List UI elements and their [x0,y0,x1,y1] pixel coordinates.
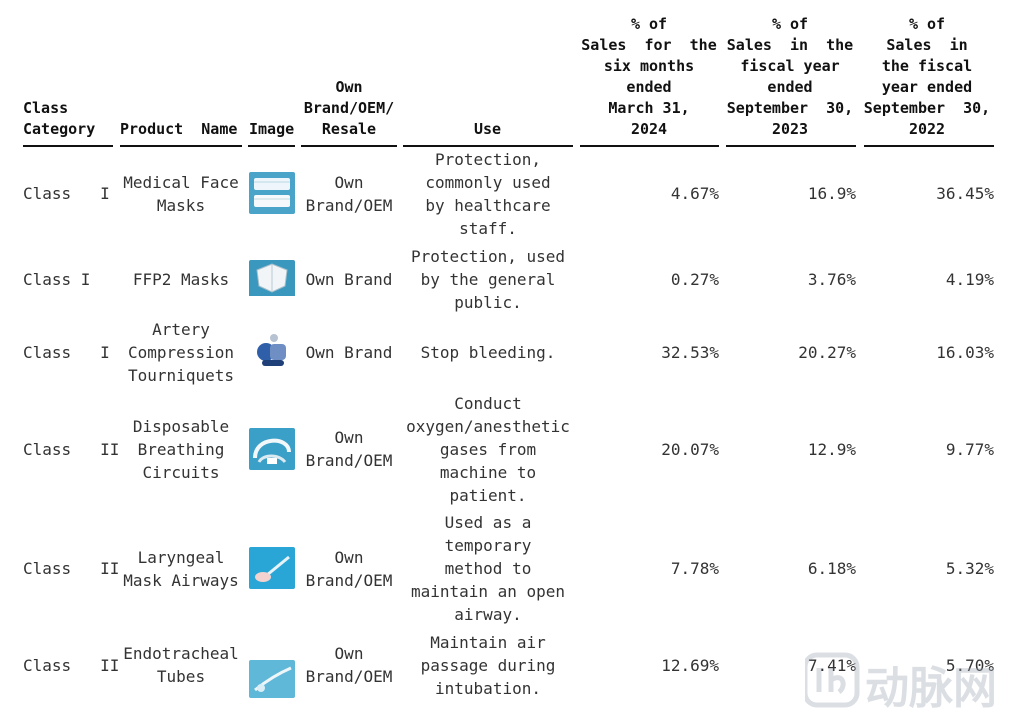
brand-cell: Own Brand [305,343,393,362]
pct-fy2022-cell: 9.77% [945,440,994,459]
product-name-cell: Artery Compression Tourniquets [128,320,234,385]
pct-six-months-cell: 4.67% [670,184,719,203]
pct-fy2023-cell: 16.9% [807,184,856,203]
header-pct-six-months: % of Sales for the six months ended March 31… [581,15,717,138]
brand-cell: Own Brand/OEM [305,428,393,470]
brand-cell: Own Brand/OEM [305,548,393,590]
header-rule [726,145,856,147]
product-name-cell: Endotracheal Tubes [123,644,239,686]
use-cell: Conduct oxygen/anesthetic gases from machin… [406,394,570,505]
ffp2-mask-image [249,260,295,302]
header-rule [248,145,295,147]
class-category-cell: Class I [23,184,110,203]
product-name-cell: Laryngeal Mask Airways [123,548,239,590]
class-category-cell: Class II [23,656,120,675]
class-category-cell: Class I [23,343,110,362]
product-name-cell: Disposable Breathing Circuits [132,417,230,482]
pct-six-months-cell: 12.69% [661,656,719,675]
brand-cell: Own Brand/OEM [305,173,393,215]
header-rule [864,145,994,147]
brand-cell: Own Brand [305,270,393,289]
class-category-cell: Class I [23,270,91,289]
watermark-logo: 动脉网 [802,650,1015,714]
laryngeal-mask-image [249,547,295,589]
class-category-cell: Class II [23,440,120,459]
pct-fy2023-cell: 3.76% [807,270,856,289]
product-name-cell: FFP2 Masks [132,270,230,289]
tourniquet-image [252,330,292,372]
pct-six-months-cell: 32.53% [661,343,719,362]
header-product-name: Product Name [120,120,238,138]
use-cell: Protection, used by the general public. [410,247,566,312]
pct-six-months-cell: 20.07% [661,440,719,459]
pct-fy2023-cell: 6.18% [807,559,856,578]
class-category-cell: Class II [23,559,120,578]
brand-cell: Own Brand/OEM [305,644,393,686]
header-class-category: Class Category [23,99,96,138]
header-rule [403,145,573,147]
pct-fy2023-cell: 20.27% [798,343,856,362]
pct-fy2022-cell: 5.32% [945,559,994,578]
use-cell: Stop bleeding. [420,343,556,362]
pct-fy2023-cell: 12.9% [807,440,856,459]
use-cell: Maintain air passage during intubation. [420,633,556,698]
pct-fy2022-cell: 5.70% [945,656,994,675]
header-rule [23,145,113,147]
pct-fy2022-cell: 36.45% [936,184,994,203]
pct-six-months-cell: 7.78% [670,559,719,578]
watermark-text: 动脉网 [865,663,997,714]
pct-fy2022-cell: 16.03% [936,343,994,362]
endotracheal-tube-image [249,660,295,698]
header-rule [301,145,397,147]
breathing-circuit-image [249,428,295,470]
pct-fy2022-cell: 4.19% [945,270,994,289]
face-masks-image [249,172,295,214]
header-rule [580,145,719,147]
header-rule [120,145,242,147]
product-name-cell: Medical Face Masks [123,173,239,215]
header-pct-fy2022: % of Sales in the fiscal year ended Septembe… [863,15,991,138]
pct-six-months-cell: 0.27% [670,270,719,289]
header-pct-fy2023: % of Sales in the fiscal year ended Septembe… [726,15,854,138]
header-use: Use [474,120,502,138]
use-cell: Protection, commonly used by healthcare sta… [425,150,551,238]
header-image: Image [249,120,295,138]
pct-fy2023-cell: 7.41% [807,656,856,675]
use-cell: Used as a temporary method to maintain an o… [410,513,566,624]
header-brand: Own Brand/OEM/Resale [303,78,395,138]
